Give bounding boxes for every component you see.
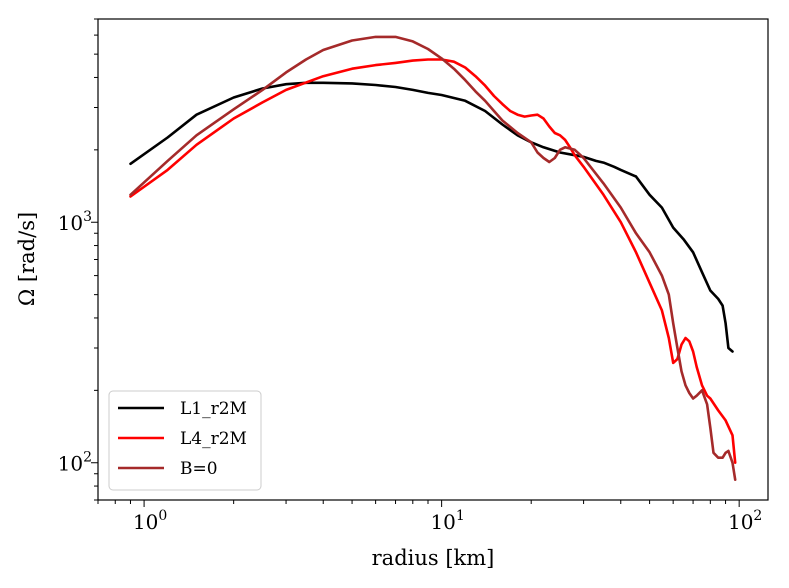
x-tick-label: 100 bbox=[133, 508, 167, 534]
legend-label-3: B=0 bbox=[180, 459, 218, 479]
legend-box bbox=[108, 390, 262, 491]
ticks bbox=[91, 18, 740, 507]
legend: L1_r2M L4_r2M B=0 bbox=[108, 390, 262, 491]
x-axis-label: radius [km] bbox=[372, 546, 495, 570]
plot-lines bbox=[129, 35, 737, 481]
series-line-1 bbox=[129, 81, 734, 353]
tick-labels: 100 101 102 102 103 bbox=[58, 209, 763, 534]
legend-label-1: L1_r2M bbox=[180, 399, 247, 419]
y-tick-label: 102 bbox=[58, 450, 92, 476]
series-line-3 bbox=[129, 35, 737, 481]
y-tick-label: 103 bbox=[58, 209, 92, 235]
x-tick-label: 102 bbox=[728, 508, 762, 534]
legend-label-2: L4_r2M bbox=[180, 429, 247, 449]
series-line-2 bbox=[129, 58, 737, 464]
x-tick-label: 101 bbox=[430, 508, 464, 534]
y-axis-label: Ω [rad/s] bbox=[15, 212, 39, 306]
